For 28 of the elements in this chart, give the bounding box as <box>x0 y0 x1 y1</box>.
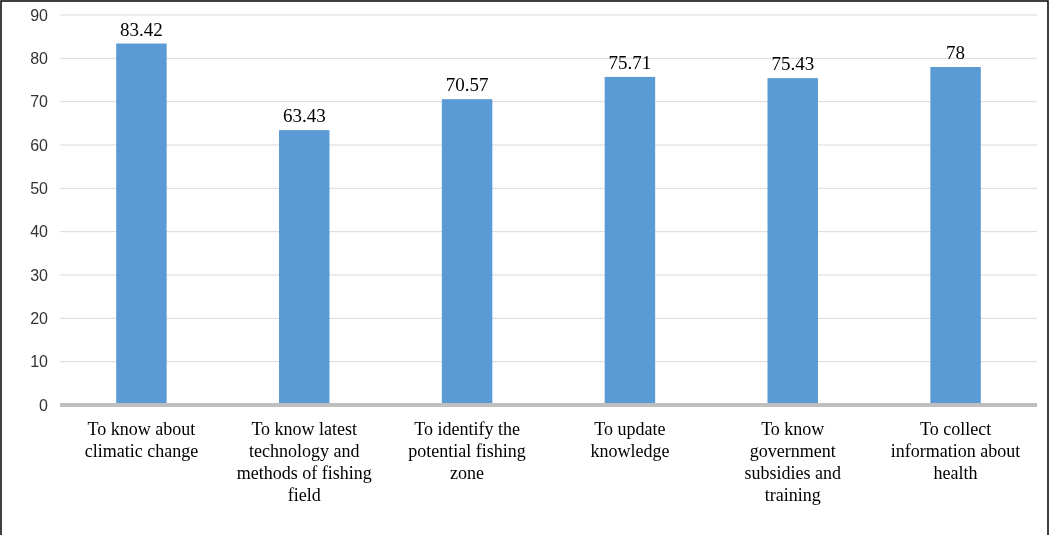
bar <box>604 76 656 405</box>
y-tick-label: 90 <box>30 6 49 24</box>
x-tick-label: To identify the potential fishing zone <box>408 419 526 483</box>
data-label: 75.71 <box>608 51 652 73</box>
x-tick-label: To know latest technology and methods of fishing field <box>236 419 372 505</box>
y-tick-label: 70 <box>30 93 49 111</box>
y-tick-label: 80 <box>30 49 49 67</box>
y-tick-label: 60 <box>30 136 49 154</box>
data-label: 75.43 <box>771 53 815 75</box>
y-tick-label: 50 <box>30 179 49 197</box>
x-tick-label: To collect information about health <box>890 419 1021 483</box>
bar <box>441 99 493 405</box>
data-label: 63.43 <box>282 105 326 127</box>
bar <box>767 78 818 405</box>
data-label: 78 <box>946 42 966 63</box>
y-tick-label: 10 <box>30 353 49 371</box>
data-label: 83.42 <box>120 18 163 40</box>
x-tick-label: To know about climatic change <box>84 419 199 461</box>
bar <box>116 43 167 405</box>
y-tick-label: 20 <box>30 309 49 327</box>
y-tick-label: 40 <box>30 223 49 241</box>
bar <box>279 130 330 405</box>
x-tick-label: To update knowledge <box>590 419 670 461</box>
y-tick-label: 30 <box>30 266 49 284</box>
y-tick-label: 0 <box>39 396 49 414</box>
bar <box>930 67 981 405</box>
x-tick-label: To know government subsidies and training <box>744 419 841 505</box>
data-label: 70.57 <box>445 74 489 96</box>
